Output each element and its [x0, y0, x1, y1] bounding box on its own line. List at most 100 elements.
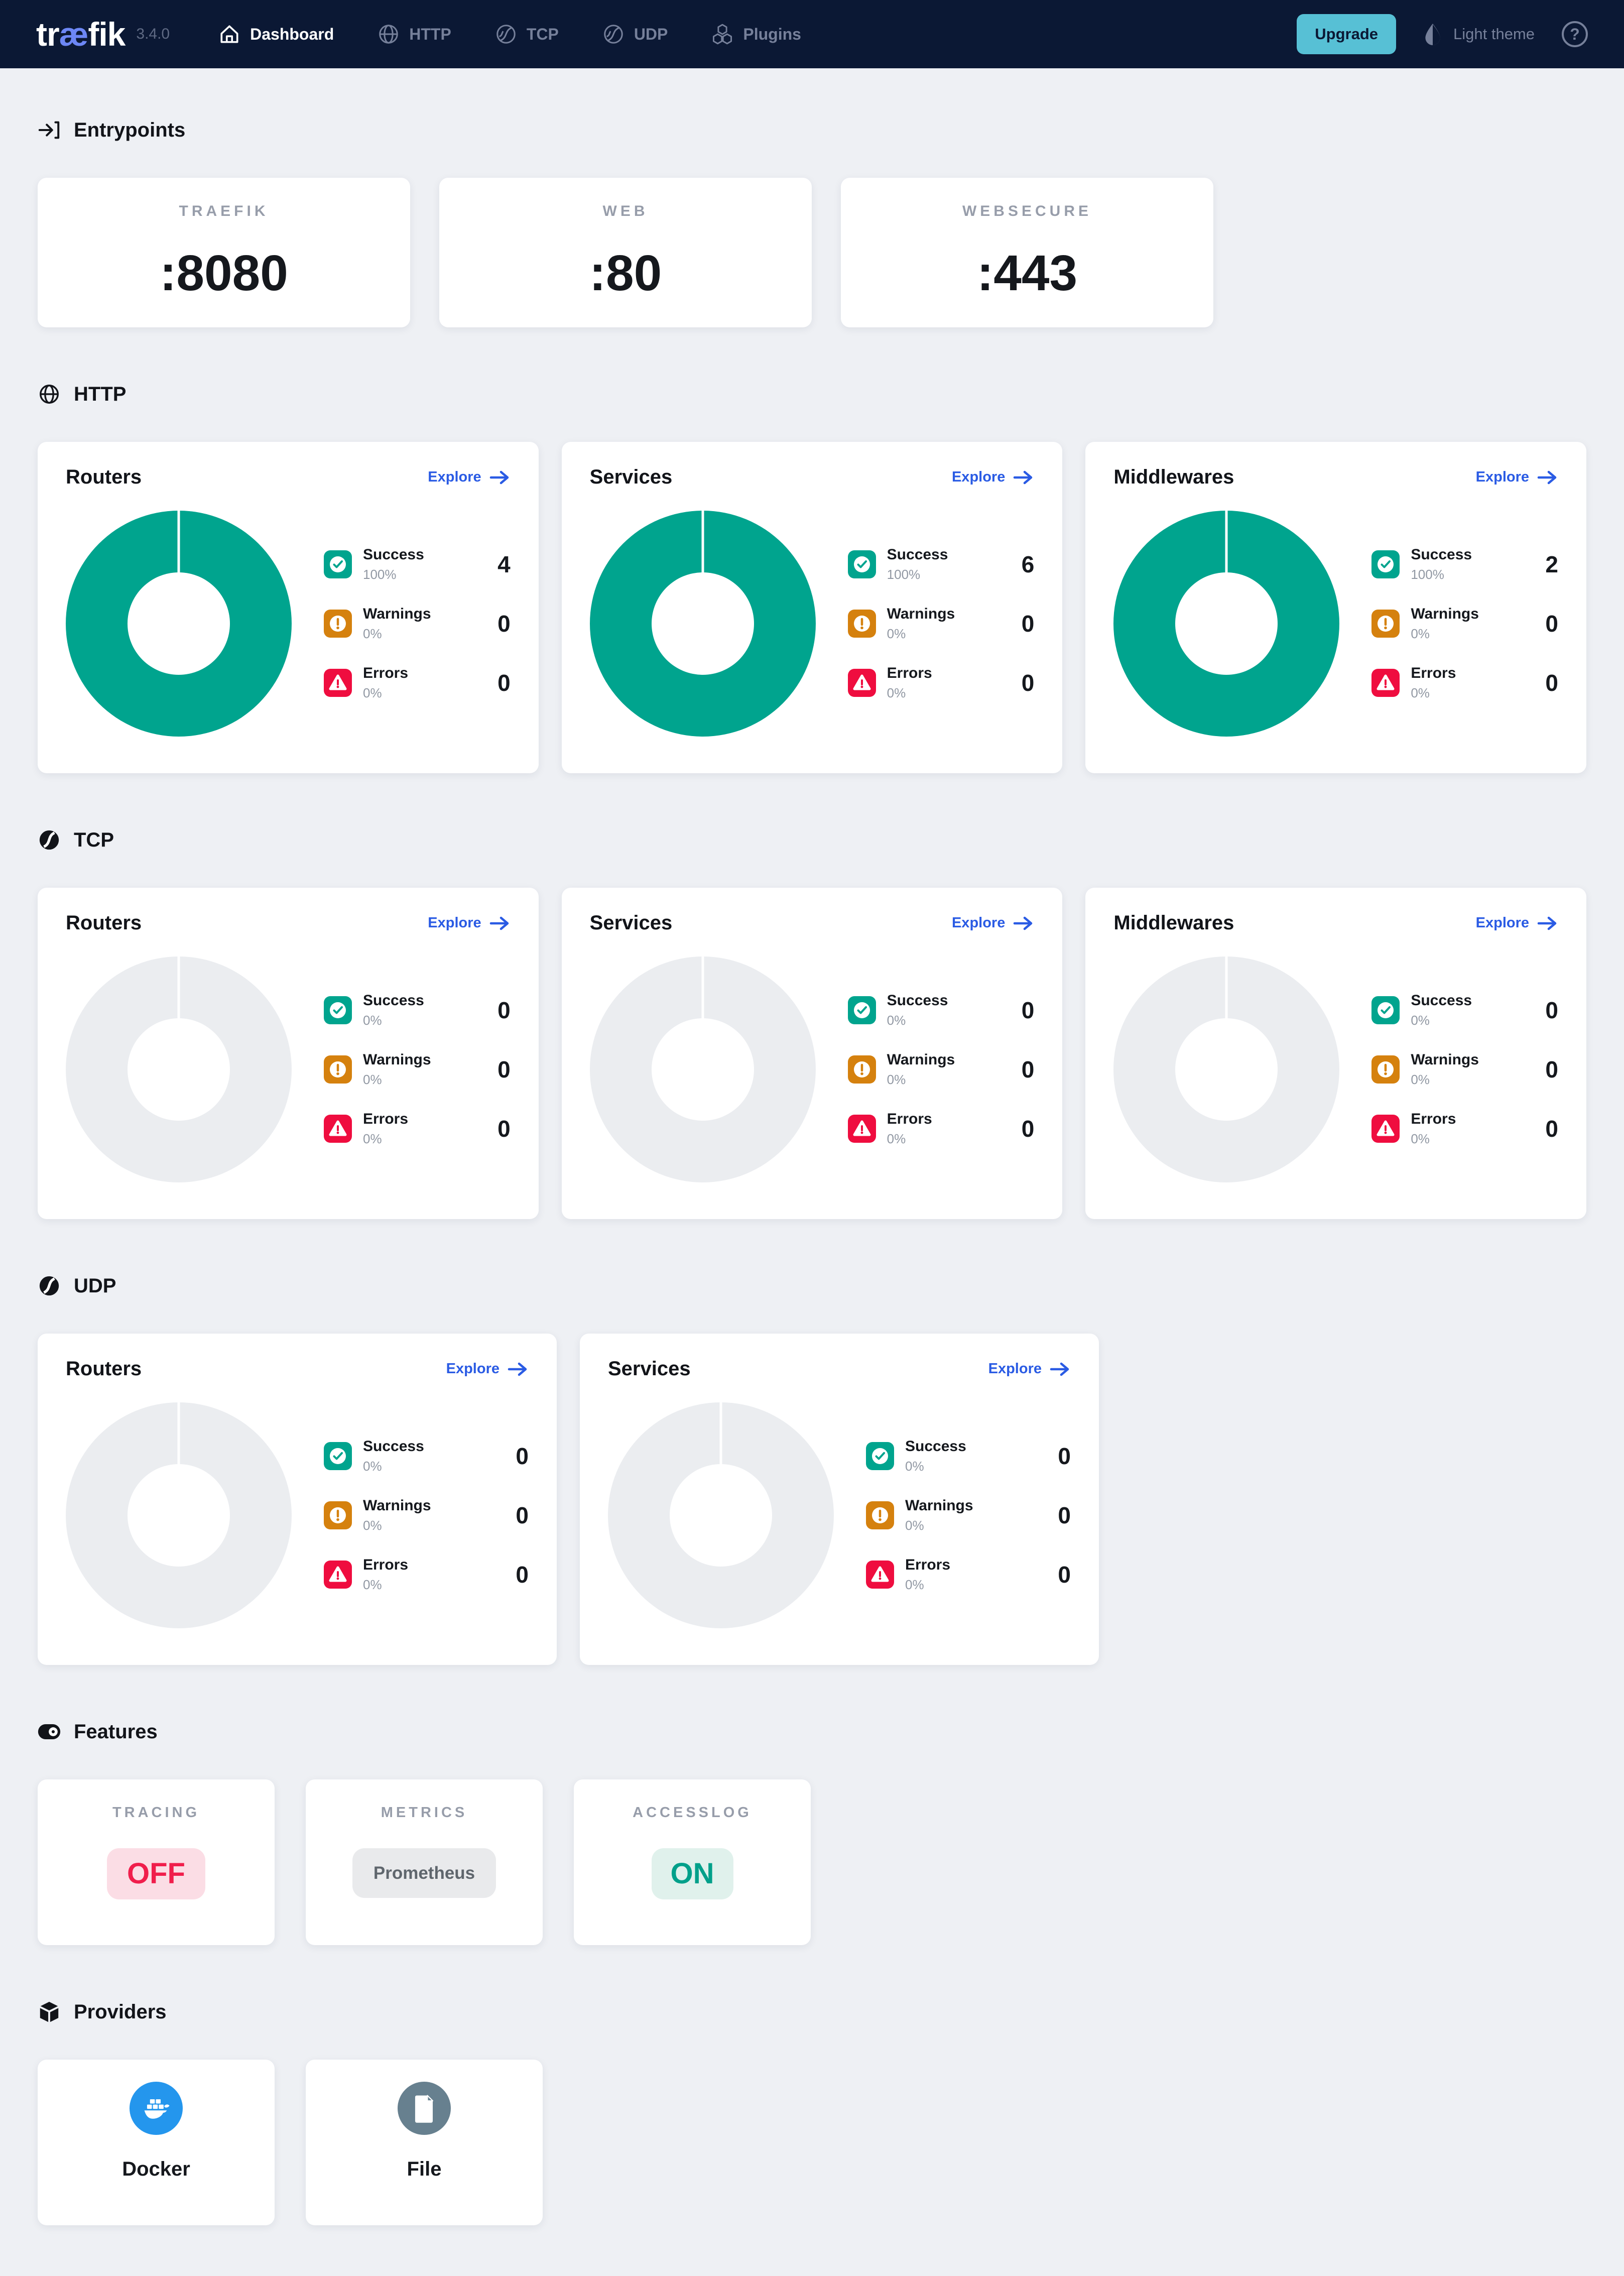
legend-row-warnings: Warnings 0% 0	[1371, 606, 1558, 642]
legend-label: Warnings	[887, 1051, 955, 1068]
panel-legend: Success 0% 0 Warnings 0% 0 Errors 0% 0	[324, 992, 511, 1147]
legend-row-errors: Errors 0% 0	[324, 1556, 529, 1593]
provider-card-docker: Docker	[38, 2060, 275, 2225]
panel-title: Services	[589, 912, 673, 934]
explore-link[interactable]: Explore	[1476, 915, 1558, 932]
arrow-right-icon	[1537, 470, 1557, 484]
legend-pct: 0%	[887, 1131, 906, 1146]
feature-status-badge: ON	[651, 1848, 733, 1899]
explore-label: Explore	[428, 469, 481, 485]
explore-link[interactable]: Explore	[952, 915, 1034, 932]
legend-value: 0	[497, 670, 511, 696]
legend-pct: 0%	[887, 626, 906, 641]
warning-icon	[1371, 610, 1400, 638]
legend-label: Warnings	[1411, 1051, 1479, 1068]
feature-label: ACCESSLOG	[633, 1805, 752, 1821]
explore-label: Explore	[446, 1361, 499, 1377]
panel-title: Middlewares	[1113, 912, 1234, 934]
panel-title: Routers	[66, 1358, 142, 1380]
section-title: TCP	[74, 828, 114, 851]
entrypoint-card-traefik: TRAEFIK :8080	[38, 178, 410, 327]
panel-legend: Success 100% 6 Warnings 0% 0 Errors 0% 0	[847, 546, 1034, 701]
nav-item-dashboard[interactable]: Dashboard	[218, 23, 334, 46]
legend-value: 0	[1021, 1116, 1035, 1142]
legend-value: 0	[497, 1056, 511, 1083]
warning-icon	[866, 1501, 894, 1529]
legend-row-errors: Errors 0% 0	[324, 1111, 511, 1147]
legend-value: 0	[497, 1116, 511, 1142]
legend-pct: 0%	[905, 1459, 924, 1474]
provider-label: Docker	[122, 2158, 190, 2180]
warning-icon	[324, 1055, 352, 1084]
globe-icon	[379, 25, 399, 44]
nav-item-plugins[interactable]: Plugins	[711, 23, 801, 46]
nav-item-udp[interactable]: UDP	[602, 23, 668, 46]
error-icon	[1371, 669, 1400, 697]
explore-link[interactable]: Explore	[952, 469, 1034, 486]
theme-label: Light theme	[1453, 25, 1535, 43]
success-icon	[324, 996, 352, 1024]
explore-link[interactable]: Explore	[446, 1361, 529, 1378]
legend-label: Success	[887, 546, 948, 563]
arrow-right-icon	[1014, 916, 1033, 930]
legend-pct: 0%	[363, 1577, 382, 1592]
donut-chart	[1113, 956, 1340, 1182]
legend-label: Warnings	[363, 1497, 431, 1514]
traefik-logo: tr æ fik	[36, 15, 126, 53]
http-routers-panel: Routers Explore Success 100% 4 Warn	[38, 442, 539, 773]
explore-label: Explore	[951, 469, 1006, 485]
logo-pre: tr	[36, 16, 60, 53]
legend-label: Success	[905, 1438, 966, 1455]
legend-row-errors: Errors 0% 0	[1371, 665, 1558, 701]
logo-ae: æ	[59, 16, 89, 53]
contrast-drop-icon	[1425, 24, 1440, 45]
legend-pct: 0%	[887, 1013, 906, 1028]
error-icon	[324, 1561, 352, 1589]
feature-card-tracing: TRACING OFF	[38, 1779, 275, 1945]
arrow-right-icon	[1014, 470, 1033, 484]
legend-pct: 0%	[905, 1577, 924, 1592]
legend-value: 0	[1021, 1056, 1035, 1083]
nav-menu: Dashboard HTTP TCP UDP Plu	[218, 23, 801, 46]
upgrade-button[interactable]: Upgrade	[1297, 14, 1396, 54]
panel-legend: Success 0% 0 Warnings 0% 0 Errors 0% 0	[847, 992, 1035, 1147]
udp-heading: UDP	[38, 1274, 1586, 1297]
legend-row-errors: Errors 0% 0	[1371, 1111, 1558, 1147]
explore-link[interactable]: Explore	[428, 915, 510, 932]
help-icon[interactable]: ?	[1562, 21, 1588, 47]
legend-pct: 0%	[887, 685, 906, 700]
udp-routers-panel: Routers Explore Success 0% 0 Warnin	[38, 1334, 557, 1665]
legend-pct: 0%	[363, 626, 382, 641]
section-title: HTTP	[74, 383, 127, 405]
legend-pct: 0%	[363, 685, 382, 700]
legend-label: Errors	[363, 665, 409, 681]
explore-link[interactable]: Explore	[428, 469, 510, 486]
theme-toggle[interactable]: Light theme	[1423, 23, 1535, 46]
cube-icon	[40, 2001, 59, 2022]
arrow-right-icon	[508, 1362, 527, 1376]
features-row: TRACING OFF METRICS Prometheus ACCESSLOG…	[38, 1779, 1586, 1945]
legend-label: Errors	[363, 1556, 409, 1573]
legend-row-warnings: Warnings 0% 0	[1371, 1051, 1558, 1088]
explore-link[interactable]: Explore	[988, 1361, 1071, 1378]
toggle-icon	[38, 1724, 61, 1740]
legend-row-errors: Errors 0% 0	[847, 1111, 1035, 1147]
nav-label: UDP	[634, 25, 668, 43]
legend-label: Errors	[887, 665, 932, 681]
donut-chart	[66, 1402, 292, 1628]
donut-chart	[608, 1402, 834, 1628]
feature-label: METRICS	[381, 1805, 468, 1821]
http-heading: HTTP	[38, 383, 1586, 406]
legend-row-errors: Errors 0% 0	[847, 665, 1034, 701]
legend-pct: 0%	[1411, 1013, 1430, 1028]
error-icon	[324, 669, 352, 697]
legend-value: 0	[516, 1443, 529, 1469]
explore-link[interactable]: Explore	[1476, 469, 1558, 486]
docker-icon	[130, 2082, 183, 2135]
arrow-right-icon	[1537, 916, 1557, 930]
legend-label: Errors	[363, 1111, 409, 1127]
nav-item-tcp[interactable]: TCP	[494, 23, 559, 46]
panel-title: Routers	[66, 912, 142, 934]
arrow-right-icon	[1050, 1362, 1069, 1376]
nav-item-http[interactable]: HTTP	[377, 23, 451, 46]
